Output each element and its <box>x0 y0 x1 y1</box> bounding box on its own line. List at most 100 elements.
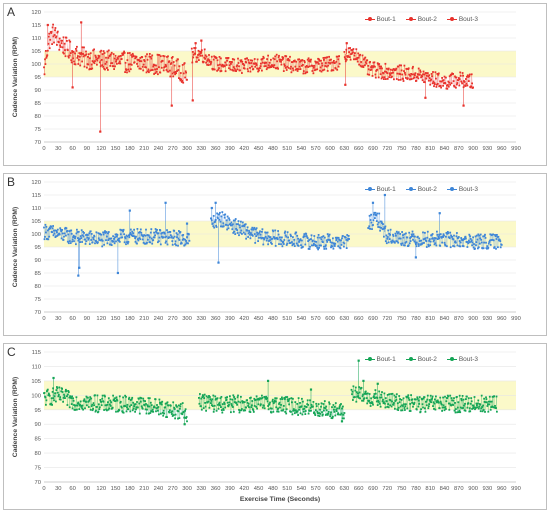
data-point <box>494 235 497 237</box>
data-point <box>59 396 62 398</box>
data-point <box>448 408 451 411</box>
data-point <box>244 223 247 226</box>
data-point <box>200 397 203 400</box>
data-point <box>410 73 412 75</box>
data-point <box>400 64 402 67</box>
data-point <box>453 409 456 412</box>
data-point <box>459 411 462 414</box>
data-point <box>237 62 240 64</box>
data-point <box>293 412 296 415</box>
data-point <box>396 240 399 243</box>
data-point <box>442 236 444 238</box>
data-point <box>328 55 330 58</box>
data-point <box>88 57 91 60</box>
data-point <box>181 234 184 237</box>
data-point <box>389 404 391 407</box>
data-point <box>71 50 73 52</box>
data-point <box>310 58 312 61</box>
data-point <box>203 56 206 59</box>
data-point <box>69 229 72 232</box>
outlier-point <box>78 266 81 269</box>
data-point <box>142 399 145 402</box>
data-point <box>48 47 51 50</box>
data-point <box>247 402 250 405</box>
data-point <box>69 395 72 398</box>
data-point <box>238 234 240 237</box>
data-point <box>171 415 174 417</box>
data-point <box>224 61 227 64</box>
data-point <box>341 417 344 420</box>
data-point <box>220 225 223 228</box>
data-point <box>83 232 85 234</box>
data-point <box>55 235 57 238</box>
data-point <box>479 403 482 406</box>
data-point <box>345 239 348 241</box>
data-point <box>492 239 495 242</box>
data-point <box>338 55 340 57</box>
data-point <box>65 388 67 391</box>
data-point <box>269 401 271 404</box>
data-point <box>268 240 270 242</box>
data-point <box>51 26 54 29</box>
data-point <box>90 233 93 235</box>
data-point <box>56 31 59 34</box>
data-point <box>69 396 72 399</box>
data-point <box>377 399 380 402</box>
outlier-point <box>214 201 217 204</box>
x-tick-label: 720 <box>382 316 392 322</box>
data-point <box>160 401 163 404</box>
data-point <box>290 397 293 399</box>
data-point <box>391 239 394 242</box>
data-point <box>461 395 464 397</box>
data-point <box>267 405 269 407</box>
data-point <box>372 396 375 399</box>
data-point <box>185 240 187 242</box>
data-point <box>344 236 347 239</box>
data-point <box>227 405 230 408</box>
data-point <box>408 410 411 412</box>
data-point <box>475 402 478 405</box>
data-point <box>187 242 189 245</box>
data-point <box>327 412 330 415</box>
data-point <box>238 65 240 68</box>
data-point <box>427 407 430 410</box>
legend-item-bout-2: Bout-2 <box>405 186 437 193</box>
data-point <box>134 410 136 413</box>
data-point <box>252 409 255 412</box>
data-point <box>285 408 288 411</box>
data-point <box>472 236 474 239</box>
data-point <box>133 61 136 64</box>
data-point <box>364 64 366 67</box>
data-point <box>380 65 382 68</box>
data-point <box>417 243 420 245</box>
data-point <box>356 395 359 398</box>
data-point <box>326 241 329 243</box>
data-point <box>307 248 310 250</box>
x-tick-label: 840 <box>440 316 450 322</box>
data-point <box>444 395 446 398</box>
data-point <box>406 407 409 410</box>
data-point <box>156 404 158 406</box>
data-point <box>52 35 55 38</box>
data-point <box>82 231 84 233</box>
data-point <box>305 235 308 237</box>
data-point <box>103 243 105 246</box>
data-point <box>390 393 392 395</box>
data-point <box>142 241 145 244</box>
data-point <box>237 220 240 222</box>
data-point <box>363 397 366 400</box>
data-point <box>217 407 220 410</box>
data-point <box>82 55 85 58</box>
data-point <box>457 236 460 238</box>
data-point <box>371 75 374 77</box>
data-point <box>320 238 323 241</box>
data-point <box>126 406 128 409</box>
data-point <box>306 399 309 402</box>
data-point <box>492 233 494 236</box>
data-point <box>296 234 299 237</box>
data-point <box>87 53 90 56</box>
data-point <box>272 230 275 233</box>
data-point <box>249 70 252 73</box>
data-point <box>166 416 168 418</box>
data-point <box>259 67 261 70</box>
